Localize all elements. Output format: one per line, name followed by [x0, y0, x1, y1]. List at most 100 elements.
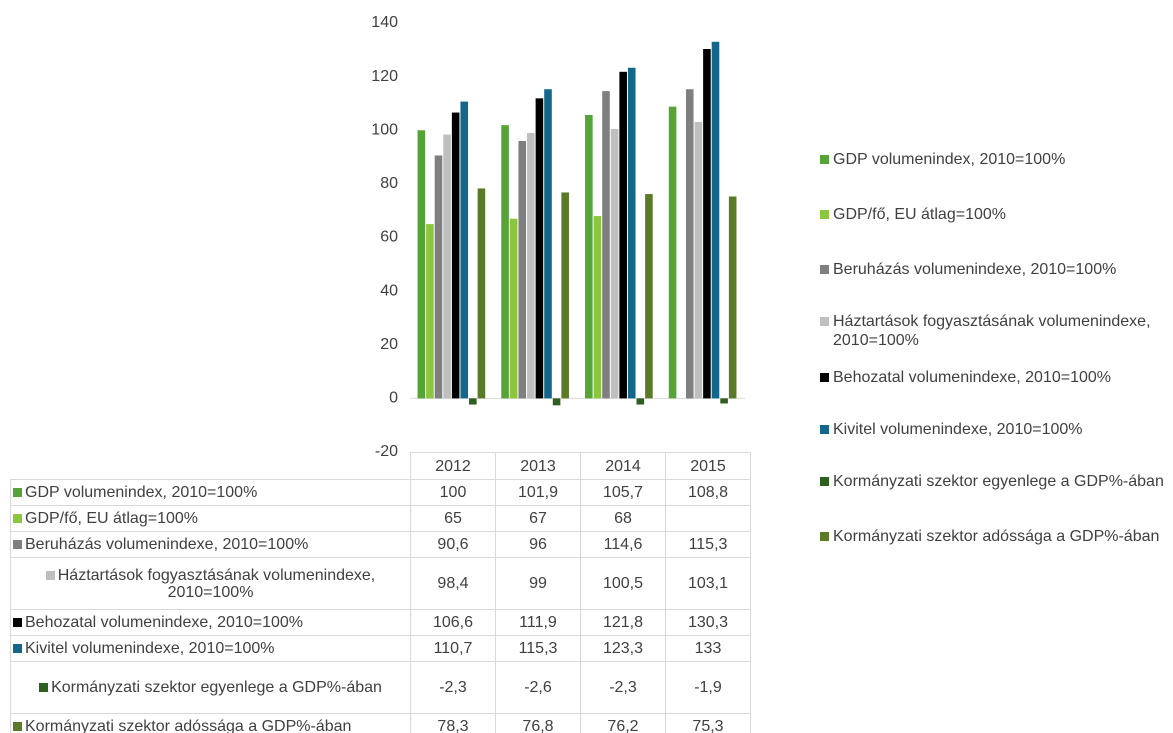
y-tick-label: 0	[389, 390, 398, 407]
table-corner	[11, 453, 411, 480]
series-name: GDP volumenindex, 2010=100%	[25, 484, 258, 501]
table-row: Beruházás volumenindexe, 2010=100% 90,6 96…	[10, 531, 751, 558]
row-label: GDP/fő, EU átlag=100%	[10, 505, 411, 532]
table-cell: 106,6	[410, 609, 496, 636]
table-cell: 105,7	[580, 479, 666, 506]
table-cell: -2,3	[580, 661, 666, 714]
row-label: Kivitel volumenindexe, 2010=100%	[10, 635, 411, 662]
legend-marker	[39, 683, 49, 692]
table-cell: 90,6	[410, 531, 496, 558]
table-cell: 101,9	[495, 479, 581, 506]
legend-marker	[820, 265, 829, 274]
bar	[593, 216, 602, 399]
row-label: Beruházás volumenindexe, 2010=100%	[10, 531, 411, 558]
bar	[535, 98, 544, 399]
bar	[610, 128, 619, 399]
table-row: Kivitel volumenindexe, 2010=100% 110,7 115…	[10, 635, 751, 662]
bar	[720, 398, 728, 404]
bar	[645, 194, 653, 399]
legend-marker	[820, 477, 829, 486]
table-cell: 114,6	[580, 531, 666, 558]
table-cell: 111,9	[495, 609, 581, 636]
table-row: Kormányzati szektor egyenlege a GDP%-ába…	[10, 661, 751, 714]
row-label: Háztartások fogyasztásának volumenindexe…	[10, 557, 411, 610]
series-name: Kivitel volumenindexe, 2010=100%	[25, 640, 275, 657]
legend-marker	[820, 532, 829, 541]
y-tick-label: -20	[375, 443, 398, 460]
table-cell: 103,1	[665, 557, 751, 610]
legend-marker	[820, 317, 829, 326]
bar	[417, 130, 426, 399]
bar	[685, 89, 694, 399]
legend-label: Behozatal volumenindexe, 2010=100%	[833, 369, 1111, 386]
table-cell: -1,9	[665, 661, 751, 714]
bar	[518, 140, 527, 399]
row-label: GDP volumenindex, 2010=100%	[10, 479, 411, 506]
bar	[527, 132, 535, 399]
bar	[460, 101, 469, 399]
y-tick-label: 140	[371, 14, 398, 31]
bar	[451, 112, 460, 399]
row-label: Kormányzati szektor egyenlege a GDP%-ába…	[10, 661, 411, 714]
bar	[602, 91, 610, 399]
legend-item: Behozatal volumenindexe, 2010=100%	[820, 368, 1170, 387]
x-tick-label: 2015	[665, 452, 751, 480]
bar	[426, 224, 434, 399]
legend-item: Kormányzati szektor egyenlege a GDP%-ába…	[820, 472, 1170, 491]
data-table: 2012 2013 2014 2015 GDP volumenindex, 2010=1…	[10, 452, 751, 733]
legend-item: Kivitel volumenindexe, 2010=100%	[820, 420, 1170, 439]
legend-label: GDP volumenindex, 2010=100%	[833, 151, 1066, 168]
table-cell: 121,8	[580, 609, 666, 636]
x-tick-label: 2013	[495, 452, 581, 480]
table-cell: 108,8	[665, 479, 751, 506]
y-tick-label: 80	[380, 175, 398, 192]
bar	[477, 188, 486, 399]
table-row: Behozatal volumenindexe, 2010=100% 106,6 1…	[10, 609, 751, 636]
bar	[585, 114, 593, 399]
series-name: Kormányzati szektor adóssága a GDP%-ában	[25, 718, 352, 733]
series-name: Behozatal volumenindexe, 2010=100%	[25, 614, 303, 631]
bar	[469, 398, 477, 405]
table-cell: 76,8	[495, 713, 581, 733]
y-tick-label: 40	[380, 282, 398, 299]
legend-marker	[820, 210, 829, 219]
legend-marker	[820, 425, 829, 434]
bar	[619, 71, 627, 399]
table-cell: 99	[495, 557, 581, 610]
table-cell: 65	[410, 505, 496, 532]
bar	[728, 196, 737, 399]
bar	[703, 49, 711, 399]
bar	[501, 125, 509, 399]
bar	[443, 134, 451, 399]
table-header-row: 2012 2013 2014 2015	[11, 452, 751, 480]
series-name: Háztartások fogyasztásának volumenindexe…	[57, 566, 376, 601]
series-name: Kormányzati szektor egyenlege a GDP%-ába…	[51, 679, 382, 696]
bar	[561, 192, 569, 399]
legend-label: Beruházás volumenindexe, 2010=100%	[833, 261, 1117, 278]
table-cell: 96	[495, 531, 581, 558]
legend-label: Kormányzati szektor adóssága a GDP%-ában	[833, 528, 1160, 545]
table-cell: 67	[495, 505, 581, 532]
table-cell: 115,3	[495, 635, 581, 662]
legend-item: GDP volumenindex, 2010=100%	[820, 150, 1170, 169]
table-row: Háztartások fogyasztásának volumenindexe…	[10, 557, 751, 610]
table-cell: -2,3	[410, 661, 496, 714]
bar	[694, 121, 703, 399]
legend-marker	[45, 570, 55, 580]
x-tick-label: 2014	[580, 452, 666, 480]
legend-marker	[13, 722, 22, 731]
table-cell: 110,7	[410, 635, 496, 662]
bar	[636, 398, 645, 405]
legend-label: Kormányzati szektor egyenlege a GDP%-ába…	[833, 473, 1164, 490]
table-cell	[665, 505, 751, 532]
bar	[711, 41, 720, 399]
legend-item: Kormányzati szektor adóssága a GDP%-ában	[820, 527, 1170, 546]
row-label: Behozatal volumenindexe, 2010=100%	[10, 609, 411, 636]
bar	[509, 218, 518, 399]
table-cell: 100	[410, 479, 496, 506]
legend-item: Beruházás volumenindexe, 2010=100%	[820, 260, 1170, 279]
y-tick-label: 100	[371, 121, 398, 138]
table-cell: 115,3	[665, 531, 751, 558]
legend-item: Háztartások fogyasztásának volumenindexe…	[820, 312, 1170, 350]
